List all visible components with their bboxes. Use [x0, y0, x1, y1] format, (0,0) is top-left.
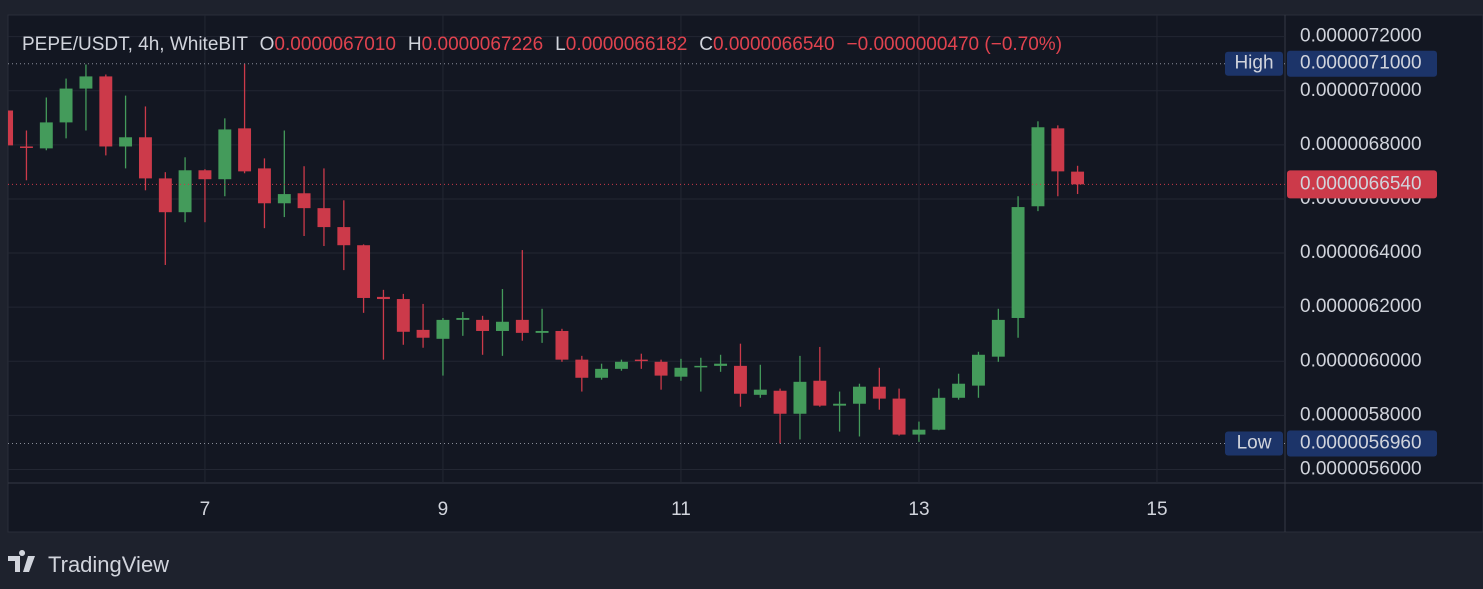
low-value: 0.0000066182	[566, 34, 688, 55]
overlay: 0.0000056000 0.0000058000 0.0000060000 0.00…	[8, 26, 1437, 520]
candle-body	[1031, 127, 1045, 207]
candle-body	[614, 361, 628, 369]
candle-body	[654, 361, 668, 376]
candle-body	[138, 137, 152, 179]
y-tick-label: 0.0000070000	[1300, 80, 1422, 101]
marker-value-badge	[1287, 50, 1437, 77]
candle-body	[218, 129, 232, 180]
candle-body	[952, 383, 966, 398]
candle-body	[991, 319, 1005, 357]
open-label: O	[260, 34, 275, 55]
marker-value-badge	[1287, 430, 1437, 457]
candle-body	[79, 76, 93, 89]
low-label: L	[555, 34, 566, 55]
close-value: 0.0000066540	[713, 34, 835, 55]
candle-body	[376, 296, 390, 300]
candle-body	[1071, 171, 1085, 185]
candle-body	[198, 170, 212, 180]
candle-body	[238, 128, 252, 172]
candle-body	[555, 330, 569, 360]
symbol: PEPE/USDT, 4h, WhiteBIT	[22, 34, 248, 55]
candle-body	[932, 397, 946, 430]
y-tick-label: 0.0000056000	[1300, 458, 1422, 479]
candle-body	[515, 319, 529, 333]
last-price-badge	[1287, 170, 1437, 199]
candle-body	[1011, 207, 1025, 318]
marker-badge	[1225, 51, 1283, 76]
marker-label: Low	[1237, 433, 1272, 454]
candle-body	[119, 137, 133, 147]
candle-body	[535, 330, 549, 333]
last-price-label: 0.0000066540	[1300, 173, 1422, 194]
change-value: −0.0000000470 (−0.70%)	[847, 34, 1063, 55]
candle-body	[297, 193, 311, 209]
candle-body	[99, 76, 113, 147]
x-tick-label: 11	[671, 499, 691, 520]
high-value: 0.0000067226	[422, 34, 544, 55]
logo-icon	[8, 550, 35, 572]
candle-body	[178, 170, 192, 213]
candle-body	[257, 168, 271, 204]
candle-body	[892, 398, 906, 435]
candle-body	[416, 329, 430, 338]
marker-value: 0.0000071000	[1300, 53, 1422, 74]
y-tick-label: 0.0000072000	[1300, 26, 1422, 47]
y-tick-label: 0.0000064000	[1300, 242, 1422, 263]
candle-body	[158, 178, 172, 213]
candle-body	[575, 359, 589, 378]
open-value: 0.0000067010	[274, 34, 396, 55]
y-tick-label: 0.0000068000	[1300, 134, 1422, 155]
candle-body	[753, 389, 767, 395]
candle-body	[1051, 128, 1065, 172]
x-tick-label: 15	[1146, 499, 1167, 520]
candle-body	[852, 386, 866, 404]
candle-body	[495, 321, 509, 331]
candle-body	[595, 368, 609, 378]
candle-body	[317, 208, 331, 228]
y-tick-label: 0.0000062000	[1300, 296, 1422, 317]
candles	[8, 63, 1085, 444]
candle-body	[436, 319, 450, 339]
y-tick-label: 0.0000060000	[1300, 350, 1422, 371]
grid	[8, 15, 1285, 483]
candle-body	[694, 365, 708, 368]
candle-body	[8, 110, 14, 146]
candle-body	[872, 386, 886, 399]
candle-body	[357, 245, 371, 298]
candle-body	[813, 380, 827, 406]
candle-body	[793, 381, 807, 414]
close-label: C	[699, 34, 713, 55]
brand-name: TradingView	[48, 552, 169, 577]
x-tick-label: 13	[908, 499, 929, 520]
marker-badge	[1225, 431, 1283, 456]
chart-header: PEPE/USDT, 4h, WhiteBIT O0.0000067010 H0.0…	[22, 34, 1062, 55]
candle-body	[19, 146, 33, 148]
brand-logo: TradingView	[8, 550, 169, 577]
y-tick-label: 0.0000058000	[1300, 404, 1422, 425]
high-label: H	[408, 34, 422, 55]
candle-body	[634, 359, 648, 362]
candle-body	[971, 354, 985, 386]
candle-body	[39, 122, 53, 149]
x-tick-label: 9	[438, 499, 449, 520]
candle-body	[833, 403, 847, 406]
candle-body	[337, 227, 351, 246]
candle-body	[733, 365, 747, 394]
candle-body	[277, 194, 291, 204]
candle-body	[674, 367, 688, 377]
candle-body	[912, 429, 926, 435]
candle-body	[773, 390, 787, 414]
candle-body	[396, 299, 410, 332]
marker-value: 0.0000056960	[1300, 433, 1422, 454]
candle-body	[714, 363, 728, 366]
candle-body	[456, 317, 470, 320]
candle-body	[59, 88, 73, 123]
marker-label: High	[1234, 53, 1273, 74]
candle-body	[476, 319, 490, 331]
x-tick-label: 7	[200, 499, 211, 520]
